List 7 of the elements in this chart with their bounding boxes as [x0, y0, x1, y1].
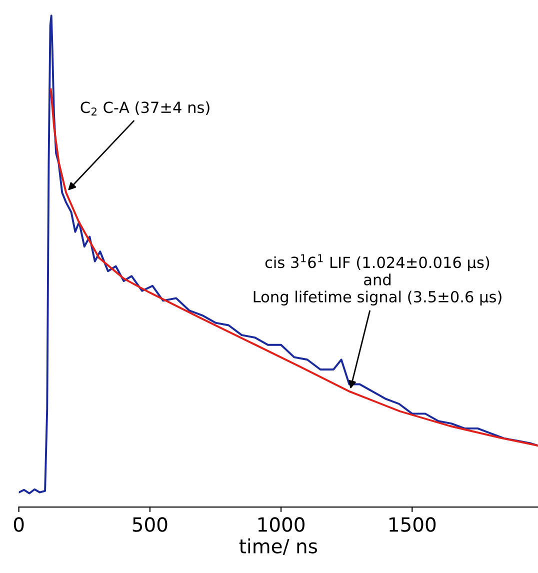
x-tick-label: 0 [14, 517, 24, 532]
x-tick-label: 1500 [390, 517, 436, 532]
x-axis-title: time/ ns [239, 538, 318, 556]
annotation: C$_{2}$ C-A (37±4 ns) [80, 101, 210, 116]
annotation: cis 3$^{1}$6$^{1}$ LIF (1.024±0.016 μs) and Long lifetime signal (3.5±0.6 μs) [254, 254, 502, 306]
x-tick-label: 500 [132, 517, 168, 532]
x-tick-label: 1000 [258, 517, 304, 532]
